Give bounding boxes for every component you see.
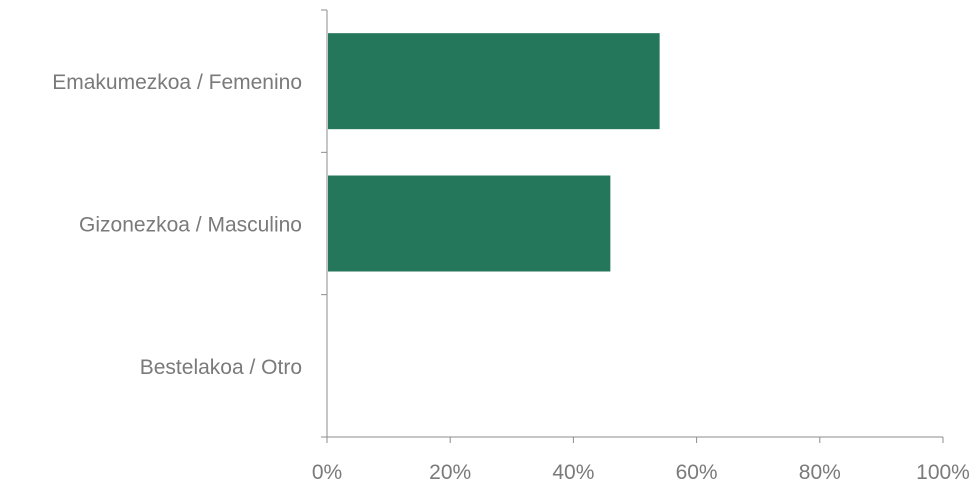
labels-layer: Emakumezkoa / Femenino Gizonezkoa / Mascu… bbox=[52, 71, 970, 484]
x-tick-label: 80% bbox=[799, 461, 841, 484]
category-label: Bestelakoa / Otro bbox=[140, 356, 302, 379]
category-label: Gizonezkoa / Masculino bbox=[79, 214, 302, 237]
category-label: Emakumezkoa / Femenino bbox=[52, 71, 302, 94]
x-tick-label: 60% bbox=[676, 461, 718, 484]
bar bbox=[328, 33, 660, 129]
x-tick-label: 40% bbox=[552, 461, 594, 484]
bar bbox=[328, 176, 610, 272]
bars-layer bbox=[328, 33, 660, 271]
x-tick-label: 20% bbox=[429, 461, 471, 484]
x-tick-label: 100% bbox=[916, 461, 970, 484]
x-tick-label: 0% bbox=[312, 461, 342, 484]
